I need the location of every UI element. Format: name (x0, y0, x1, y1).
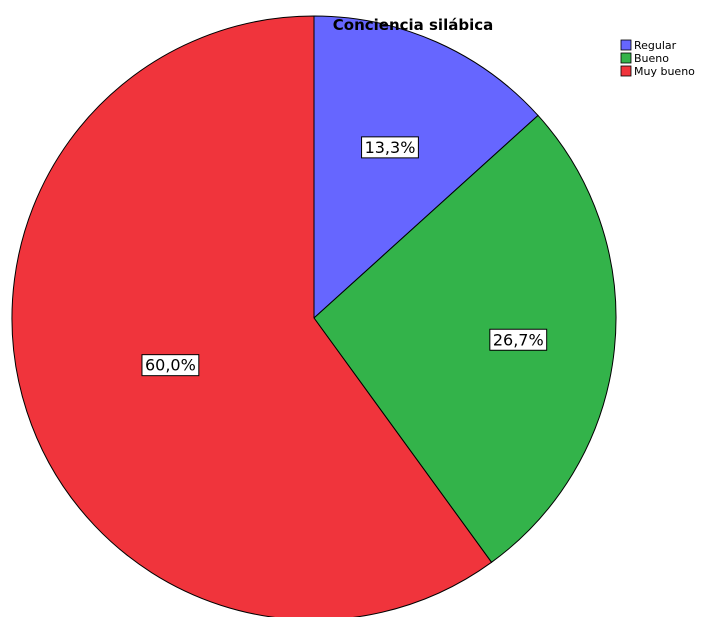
legend-swatch (620, 65, 632, 77)
pie-slices (11, 15, 617, 617)
legend-item-regular: Regular (620, 39, 677, 52)
slice-label-muy-bueno: 60,0% (141, 354, 200, 377)
legend-item-muy-bueno: Muy bueno (620, 65, 695, 78)
legend-swatch (620, 39, 632, 51)
slice-label-regular: 13,3% (361, 136, 419, 159)
slice-label-box (361, 136, 419, 159)
pie-slice-regular (313, 15, 539, 320)
slice-label-bueno: 26,7% (489, 328, 548, 351)
slice-label-text: 26,7% (493, 330, 544, 349)
legend-swatch (620, 52, 632, 64)
legend-label: Bueno (634, 52, 669, 65)
legend-item-bueno: Bueno (620, 52, 669, 65)
chart-title: Conciencia silábica (333, 16, 493, 34)
slice-labels: 13,3% 26,7% 60,0% (141, 136, 548, 377)
slice-label-box (489, 328, 548, 351)
pie-slice-bueno (313, 114, 617, 564)
pie-slice-muy-bueno (11, 15, 493, 617)
slice-label-text: 13,3% (365, 138, 416, 157)
slice-label-box (141, 354, 200, 377)
legend-label: Muy bueno (634, 65, 695, 78)
legend-label: Regular (634, 39, 677, 52)
slice-label-text: 60,0% (145, 356, 196, 375)
